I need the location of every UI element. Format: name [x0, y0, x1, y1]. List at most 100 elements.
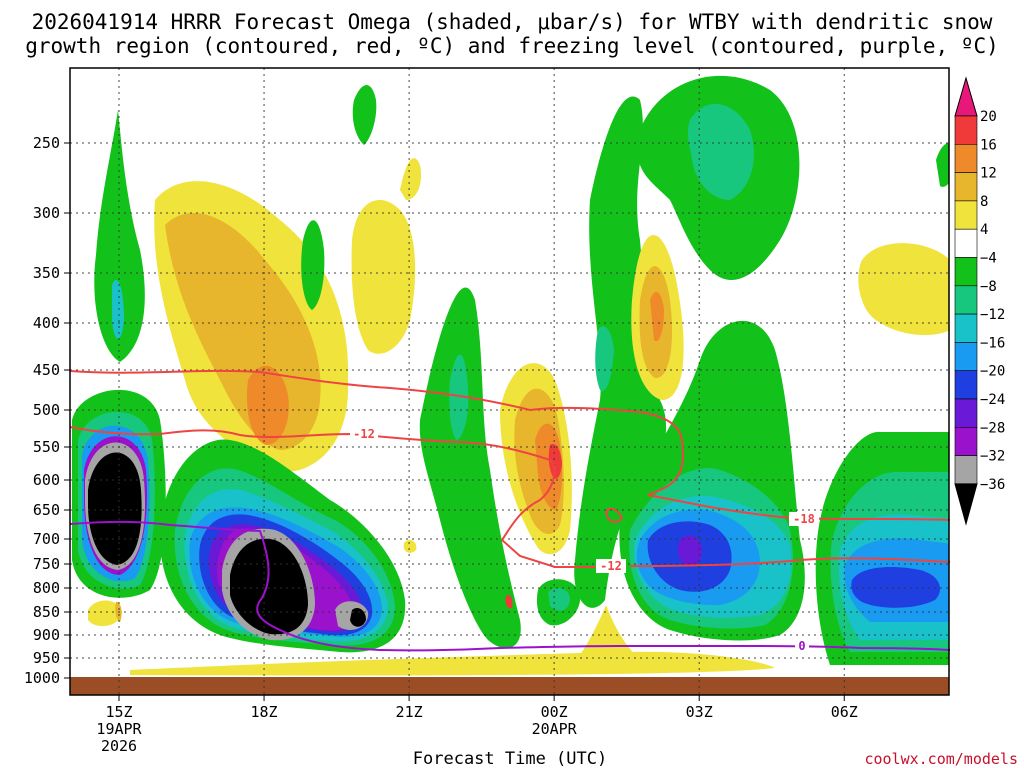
omega-region-lowright-violet	[678, 535, 702, 568]
contour-label-minus18: -18	[793, 512, 815, 526]
y-tick-label-900: 900	[33, 626, 60, 644]
colorbar-bin-3	[954, 172, 978, 202]
omega-region-column-yellow	[351, 200, 416, 354]
colorbar-label-7: −12	[980, 307, 1005, 323]
colorbar-bin-5	[954, 228, 978, 258]
colorbar-bin-4	[954, 200, 978, 230]
contour-labels: -12 -18 -12 0	[350, 427, 819, 653]
y-tick-label-650: 650	[33, 501, 60, 519]
omega-region-side-black	[350, 608, 366, 627]
colorbar-bin-6	[954, 257, 978, 287]
freezing-contour	[69, 520, 951, 652]
omega-region-far-right-upper-green	[936, 143, 949, 187]
omega-region-lower-teal	[548, 587, 570, 611]
freezing-contour-line	[69, 520, 951, 652]
ground-surface	[70, 677, 949, 695]
colorbar-bin-10	[954, 370, 978, 400]
colorbar-label-1: 16	[980, 137, 997, 153]
omega-region-far-right-darkblue	[851, 567, 940, 608]
omega-region-00z-red	[548, 443, 562, 479]
colorbar-label-11: −28	[980, 420, 1005, 436]
colorbar-bin-7	[954, 285, 978, 315]
colorbar-bin-1	[954, 115, 978, 145]
colorbar-label-2: 12	[980, 166, 997, 182]
colorbar-bin-8	[954, 313, 978, 343]
y-tick-label-600: 600	[33, 471, 60, 489]
x-tick-label-0-0: 15Z	[105, 703, 132, 721]
y-tick-label-700: 700	[33, 530, 60, 548]
colorbar-bin-9	[954, 342, 978, 371]
colorbar-label-9: −20	[980, 364, 1005, 380]
colorbar-label-8: −16	[980, 335, 1005, 351]
y-tick-label-450: 450	[33, 361, 60, 379]
omega-region-mid-green	[301, 220, 325, 310]
x-tick-label-5-0: 06Z	[831, 703, 858, 721]
y-tick-label-350: 350	[33, 264, 60, 282]
chart-title-line2: growth region (contoured, red, ºC) and f…	[25, 34, 999, 58]
contour-label-bg-3	[596, 559, 626, 573]
y-tick-label-1000: 1000	[24, 669, 60, 687]
omega-region-left-black	[88, 452, 142, 565]
colorbar-label-4: 4	[980, 222, 988, 238]
omega-region-upper-green	[352, 85, 377, 145]
colorbar-label-0: 20	[980, 109, 997, 125]
contour-label-bg-1	[350, 427, 378, 441]
y-tick-label-250: 250	[33, 134, 60, 152]
colorbar-label-5: −4	[980, 251, 997, 267]
x-tick-label-0-1: 19APR	[96, 720, 142, 738]
contour-label-minus12-upper: -12	[353, 427, 375, 441]
dendritic-contour-upper	[69, 369, 684, 496]
omega-region-core-black	[230, 538, 308, 635]
chart-title-line1: 2026041914 HRRR Forecast Omega (shaded, …	[32, 10, 993, 34]
colorbar-label-13: −36	[980, 477, 1005, 493]
omega-region-thin-yellow	[400, 158, 422, 200]
omega-region-tiny-red	[505, 594, 513, 609]
y-tick-label-950: 950	[33, 649, 60, 667]
omega-region-plume-darkorange	[246, 365, 289, 445]
dendritic-contour-middle	[69, 426, 596, 568]
y-tick-label-550: 550	[33, 438, 60, 456]
colorbar: 20 16 12 8 4 −4 −8 −12 −16 −20 −24 −28 −32 −36	[954, 76, 1005, 526]
colorbar-bin-11	[954, 398, 978, 428]
contour-label-minus12-lower: -12	[600, 559, 622, 573]
y-tick-label-750: 750	[33, 555, 60, 573]
x-tick-label-1-0: 18Z	[251, 703, 278, 721]
omega-region-right-teal	[595, 326, 614, 391]
colorbar-label-12: −32	[980, 449, 1005, 465]
colorbar-arrow-top	[954, 76, 978, 117]
x-tick-label-0-2: 2026	[101, 737, 137, 755]
x-tick-label-2-0: 21Z	[396, 703, 423, 721]
x-tick-label-3-0: 00Z	[541, 703, 568, 721]
y-axis: 250 300 350 400 450 500 550 600 650 700 750 800 850 9…	[24, 134, 70, 687]
contour-label-bg-2	[789, 512, 819, 526]
colorbar-bin-13	[954, 455, 978, 485]
colorbar-label-3: 8	[980, 194, 988, 210]
y-tick-label-800: 800	[33, 579, 60, 597]
colorbar-bin-12	[954, 426, 978, 456]
x-axis-label: Forecast Time (UTC)	[413, 749, 607, 768]
colorbar-label-6: −8	[980, 279, 997, 295]
omega-region-right-darkorange	[650, 291, 664, 342]
y-tick-label-850: 850	[33, 603, 60, 621]
dendritic-contour-loop	[604, 507, 624, 523]
x-tick-label-4-0: 03Z	[686, 703, 713, 721]
omega-region-far-right-yellow	[858, 243, 949, 335]
dendritic-contour-lower	[629, 557, 951, 567]
contour-label-bg-4	[795, 639, 809, 653]
omega-region-center-teal	[449, 354, 469, 440]
y-tick-label-400: 400	[33, 314, 60, 332]
omega-region-left-teal	[112, 279, 124, 339]
omega-region-upper-right-teal	[687, 103, 754, 200]
x-tick-label-3-1: 20APR	[532, 720, 578, 738]
y-tick-label-300: 300	[33, 204, 60, 222]
colorbar-arrow-bottom	[954, 483, 978, 526]
omega-region-yellow-dot	[403, 539, 417, 553]
gridlines	[70, 68, 949, 695]
shaded-omega-field	[72, 75, 949, 676]
plot-frame	[69, 67, 950, 696]
colorbar-label-10: −24	[980, 392, 1005, 408]
credit-link[interactable]: coolwx.com/models	[864, 750, 1018, 768]
omega-region-left-yellow-small	[88, 600, 122, 627]
